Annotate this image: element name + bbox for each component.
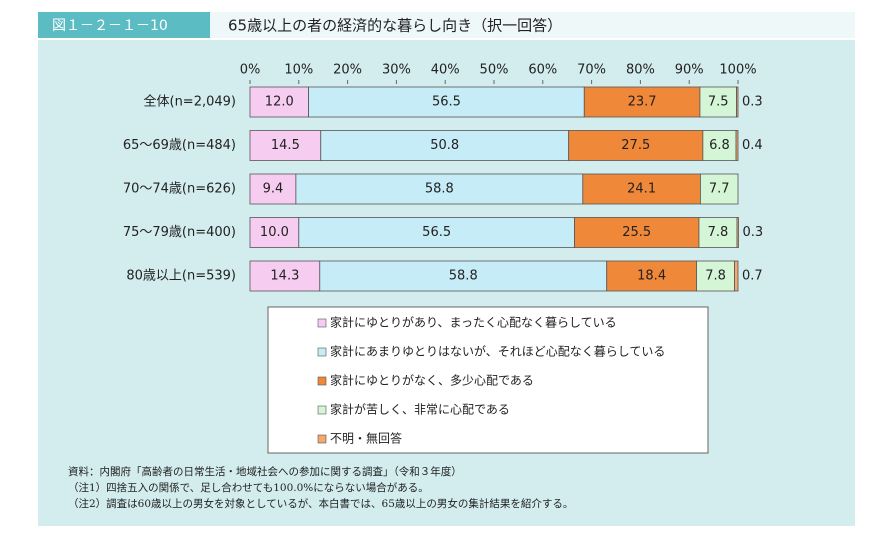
x-tick-label: 50% — [480, 63, 509, 78]
bar-segment — [574, 217, 700, 248]
bar-segment — [249, 86, 309, 118]
bar-segment — [736, 217, 739, 248]
bar-segment — [698, 217, 738, 248]
figure-label: 図１－２－１－10 — [52, 18, 168, 34]
bar-segment — [249, 130, 322, 161]
legend-swatch — [317, 318, 327, 328]
bar-segment — [736, 86, 739, 118]
figure-label-box — [38, 12, 210, 38]
chart-title: 65歳以上の者の経済的な暮らし向き（択一回答） — [228, 17, 562, 35]
legend-label: 家計にゆとりがなく、多少心配である — [330, 373, 534, 388]
x-tick-label: 80% — [626, 63, 655, 78]
value-label: 0.7 — [742, 269, 763, 284]
bar-segment — [295, 173, 584, 205]
value-label: 12.0 — [265, 95, 294, 110]
bar-segment — [308, 86, 585, 118]
bar-segment — [700, 173, 739, 205]
value-label: 0.4 — [742, 138, 763, 153]
legend-box — [267, 306, 709, 454]
note: （注1）四捨五入の関係で、足し合わせても100.0%にならない場合がある。 — [68, 481, 429, 494]
legend-label: 不明・無回答 — [330, 431, 402, 446]
y-tick-label: 75～79歳(n=400) — [123, 225, 236, 240]
legend-swatch — [317, 376, 327, 386]
value-label: 23.7 — [628, 95, 657, 110]
x-tick-label: 100% — [719, 63, 756, 78]
bar-segment — [249, 173, 297, 205]
value-label: 14.3 — [270, 269, 299, 284]
value-label: 56.5 — [422, 225, 451, 240]
legend-label: 家計が苦しく、非常に心配である — [330, 402, 510, 417]
value-label: 18.4 — [637, 269, 666, 284]
legend-label: 家計にあまりゆとりはないが、それほど心配なく暮らしている — [330, 344, 665, 359]
note: 資料：内閣府「高齢者の日常生活・地域社会への参加に関する調査」（令和３年度） — [68, 465, 462, 478]
x-tick-label: 0% — [240, 63, 261, 78]
bar-segment — [319, 260, 608, 292]
value-label: 10.0 — [260, 225, 289, 240]
x-tick-label: 10% — [284, 63, 313, 78]
value-label: 7.7 — [709, 182, 730, 197]
value-label: 0.3 — [742, 95, 763, 110]
legend-swatch — [317, 347, 327, 357]
value-label: 50.8 — [430, 138, 459, 153]
x-tick-label: 40% — [431, 63, 460, 78]
y-tick-label: 70～74歳(n=626) — [123, 182, 236, 197]
bar-segment — [249, 217, 300, 248]
value-label: 6.8 — [709, 138, 730, 153]
bar-segment — [568, 130, 704, 161]
y-tick-label: 65～69歳(n=484) — [123, 138, 236, 153]
y-tick-label: 全体(n=2,049) — [144, 94, 237, 110]
legend-label: 家計にゆとりがあり、まったく心配なく暮らしている — [330, 315, 617, 330]
bar-segment — [249, 260, 321, 292]
value-label: 14.5 — [271, 138, 300, 153]
bar-segment — [696, 260, 735, 292]
value-label: 27.5 — [621, 138, 650, 153]
value-label: 58.8 — [425, 182, 454, 197]
value-label: 58.8 — [449, 269, 478, 284]
note: （注2）調査は60歳以上の男女を対象としているが、本白書では、65歳以上の男女の… — [68, 497, 573, 510]
value-label: 7.8 — [708, 225, 729, 240]
legend-swatch — [317, 434, 327, 444]
x-tick-label: 30% — [382, 63, 411, 78]
x-tick-label: 90% — [675, 63, 704, 78]
bar-segment — [606, 260, 697, 292]
value-label: 24.1 — [627, 182, 656, 197]
x-tick-label: 60% — [528, 63, 557, 78]
value-label: 25.5 — [622, 225, 651, 240]
bar-segment — [734, 260, 739, 292]
bar-segment — [735, 130, 739, 161]
value-label: 56.5 — [432, 95, 461, 110]
value-label: 0.3 — [742, 225, 763, 240]
bar-segment — [582, 173, 701, 205]
x-tick-label: 70% — [577, 63, 606, 78]
value-label: 7.8 — [705, 269, 726, 284]
legend-swatch — [317, 405, 327, 415]
value-label: 9.4 — [263, 182, 284, 197]
value-label: 7.5 — [708, 95, 729, 110]
x-tick-label: 20% — [333, 63, 362, 78]
y-tick-label: 80歳以上(n=539) — [126, 269, 236, 284]
